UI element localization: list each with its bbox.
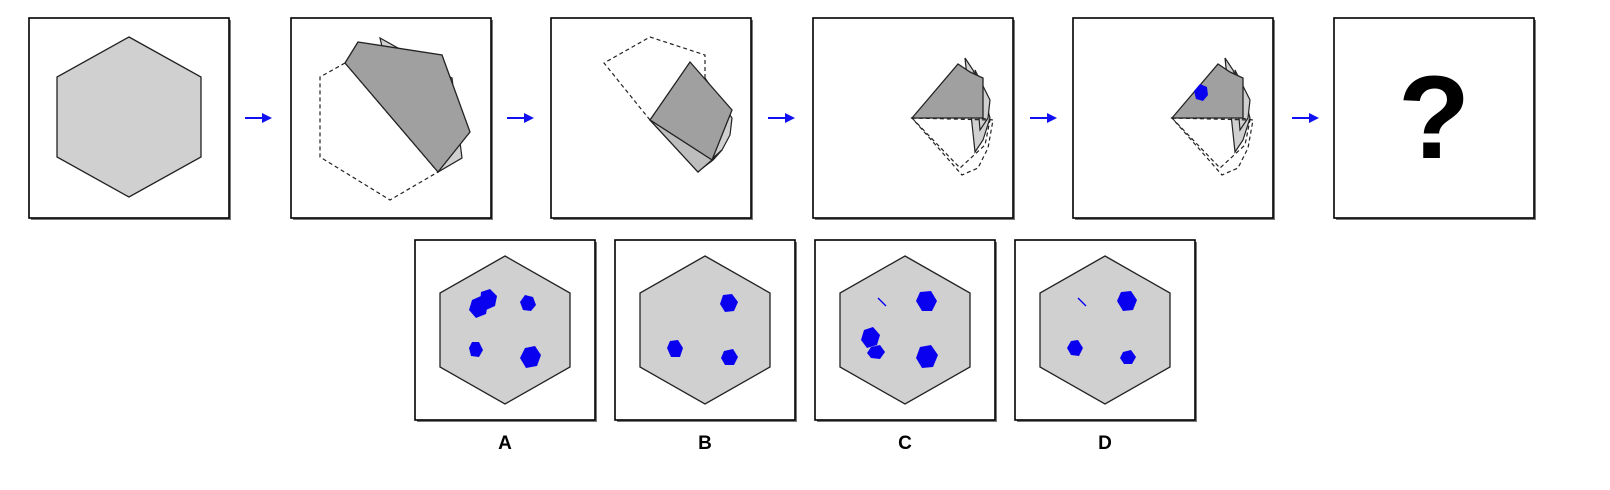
arrow-right-icon: [768, 113, 795, 123]
option-c-label: C: [898, 433, 912, 454]
arrow-right-icon: [1292, 113, 1319, 123]
punched-hole-icon: [1170, 57, 1254, 176]
option-b[interactable]: B: [614, 239, 797, 454]
option-c[interactable]: C: [814, 239, 997, 454]
arrow-right-icon: [245, 113, 272, 123]
step-2-panel: [290, 17, 493, 220]
option-d-label: D: [1098, 433, 1112, 454]
hexagon-paper-icon: [56, 36, 202, 198]
option-d-icon: [1039, 255, 1171, 405]
step-4-panel: [812, 17, 1015, 220]
option-d[interactable]: D: [1014, 239, 1197, 454]
fold-2-icon: [603, 36, 733, 173]
option-b-label: B: [698, 433, 712, 454]
option-a[interactable]: A: [414, 239, 597, 454]
step-5-panel: [1072, 17, 1275, 220]
option-a-icon: [439, 255, 571, 405]
step-3-panel: [550, 17, 753, 220]
step-1-panel: [28, 17, 231, 220]
fold-1-icon: [319, 36, 471, 201]
option-c-icon: [839, 255, 971, 405]
step-6-panel: ?: [1333, 17, 1536, 220]
option-b-icon: [639, 255, 771, 405]
arrow-right-icon: [507, 113, 534, 123]
question-icon: ?: [1398, 52, 1470, 184]
option-a-label: A: [498, 433, 512, 454]
fold-3-icon: [910, 57, 994, 176]
arrow-right-icon: [1030, 113, 1057, 123]
